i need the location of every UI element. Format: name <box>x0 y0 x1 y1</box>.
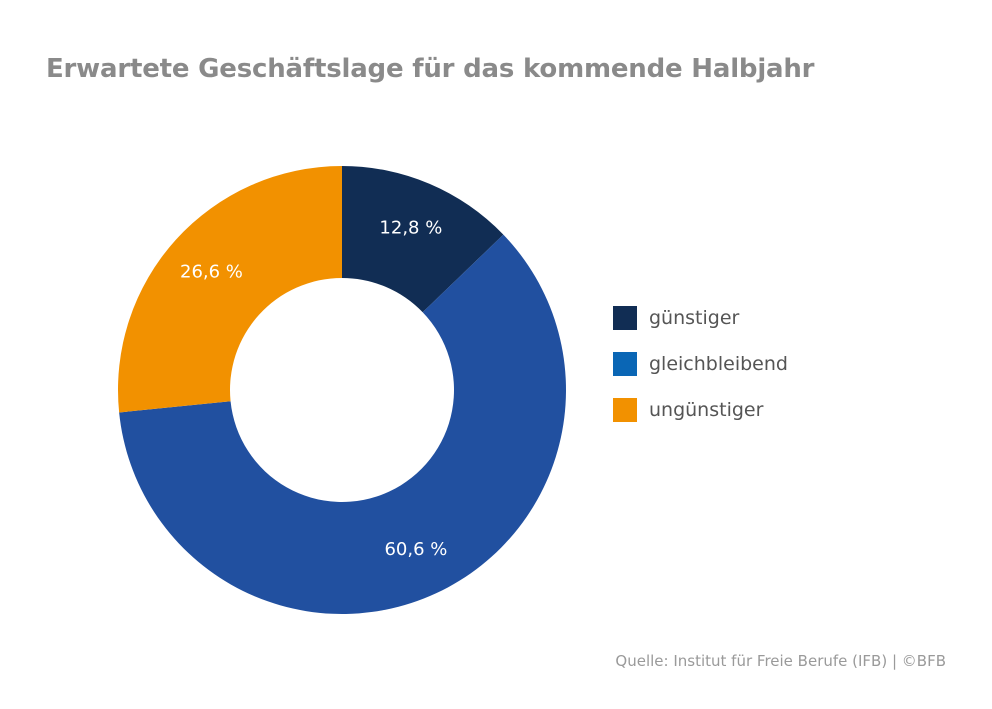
legend-label-guenstiger: günstiger <box>649 307 740 329</box>
donut-slice-guenstiger <box>342 166 504 313</box>
slice-label-gleichbleibend: 60,6 % <box>384 539 447 560</box>
slice-label-guenstiger: 12,8 % <box>379 218 442 239</box>
legend-swatch-guenstiger <box>613 306 637 330</box>
legend-swatch-unguenstiger <box>613 398 637 422</box>
legend-label-gleichbleibend: gleichbleibend <box>649 353 788 375</box>
legend-item-guenstiger: günstiger <box>613 306 788 330</box>
chart-title: Erwartete Geschäftslage für das kommende… <box>46 54 815 84</box>
donut-slice-gleichbleibend <box>119 234 566 615</box>
legend-swatch-gleichbleibend <box>613 352 637 376</box>
slice-label-unguenstiger: 26,6 % <box>180 261 243 282</box>
legend-label-unguenstiger: ungünstiger <box>649 399 764 421</box>
source-note: Quelle: Institut für Freie Berufe (IFB) … <box>615 652 946 670</box>
donut-slice-unguenstiger <box>118 166 342 413</box>
legend-item-gleichbleibend: gleichbleibend <box>613 352 788 376</box>
legend-item-unguenstiger: ungünstiger <box>613 398 788 422</box>
legend: günstiger gleichbleibend ungünstiger <box>613 306 788 444</box>
